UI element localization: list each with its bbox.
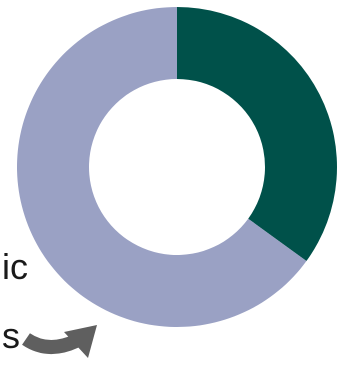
donut-slices <box>17 7 337 327</box>
annotation-text-2: s <box>2 315 20 356</box>
curved-arrow-icon <box>22 325 97 358</box>
donut-slice-2 <box>17 7 307 327</box>
annotation-text-1: ic <box>2 246 28 287</box>
donut-slice-1 <box>177 7 337 262</box>
